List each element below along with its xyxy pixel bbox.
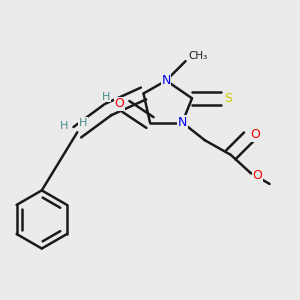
Text: O: O: [250, 128, 260, 141]
Text: N: N: [178, 116, 187, 129]
Text: H: H: [102, 92, 111, 102]
Text: S: S: [224, 92, 232, 105]
Text: O: O: [252, 169, 262, 182]
Text: N: N: [161, 74, 171, 87]
Text: O: O: [114, 97, 124, 110]
Text: H: H: [60, 121, 69, 131]
Text: H: H: [79, 118, 87, 128]
Text: CH₃: CH₃: [189, 51, 208, 61]
